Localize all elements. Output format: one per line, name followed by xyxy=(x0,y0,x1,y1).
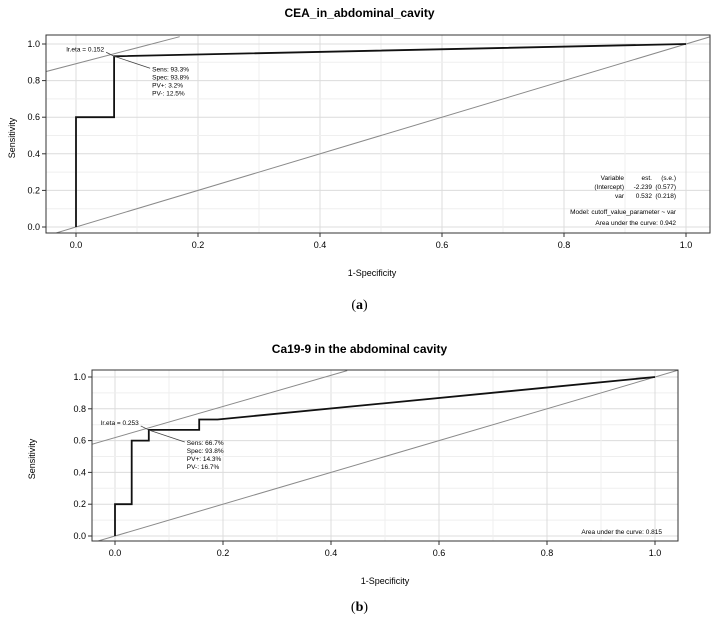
chart-b-auc-line: Area under the curve: 0.815 xyxy=(581,529,662,536)
chart-a-stat-3: PV-: 12.5% xyxy=(152,90,185,97)
chart-b-ytick-label: 0.2 xyxy=(73,499,86,509)
chart-a-tangent-line xyxy=(46,36,180,73)
chart-a: CEA_in_abdominal_cavity 0.0 0.2 0.4 0.6 0.8 1… xyxy=(7,6,711,313)
chart-a-plot-box xyxy=(45,34,711,234)
chart-a-xtick-label: 0.4 xyxy=(314,240,327,250)
chart-a-cutoff-leader xyxy=(105,51,115,57)
chart-b-stat-1: Spec: 93.8% xyxy=(187,448,224,455)
chart-a-stat-1: Spec: 93.8% xyxy=(152,74,189,81)
chart-a-xtick-label: 0.0 xyxy=(70,240,83,250)
chart-a-stats-leader xyxy=(113,55,151,69)
chart-b-stat-0: Sens: 66.7% xyxy=(187,440,224,447)
chart-a-title: CEA_in_abdominal_cavity xyxy=(284,6,435,20)
chart-a-xtick-label: 0.6 xyxy=(436,240,449,250)
chart-b-ytick-label: 0.0 xyxy=(73,531,86,541)
chart-b-cutoff-label: lr.eta = 0.253 xyxy=(101,420,139,427)
chart-a-caption: (a) xyxy=(351,298,368,313)
chart-b-diagonal-line xyxy=(96,370,678,541)
chart-a-ytick-label: 0.0 xyxy=(27,222,40,232)
chart-a-table-header: (s.e.) xyxy=(661,175,676,182)
chart-a-ylabel: Sensitivity xyxy=(7,117,17,159)
chart-a-xtick-label: 1.0 xyxy=(680,240,693,250)
chart-b-xtick-label: 0.4 xyxy=(325,548,338,558)
chart-a-table-cell: var xyxy=(615,193,625,200)
chart-b-stat-2: PV+: 14.3% xyxy=(187,456,222,463)
chart-b-roc-curve xyxy=(114,376,656,536)
chart-a-stat-0: Sens: 93.3% xyxy=(152,66,189,73)
chart-b-tangent-line xyxy=(92,370,348,445)
chart-b-ytick-label: 0.8 xyxy=(73,404,86,414)
chart-b-cutoff-leader xyxy=(140,425,149,431)
chart-a-diagonal-line xyxy=(54,36,710,233)
chart-b-caption: (b) xyxy=(350,600,369,615)
chart-b-ylabel: Sensitivity xyxy=(27,438,37,480)
chart-b: Ca19-9 in the abdominal cavity 0.0 0.2 0.4… xyxy=(0,320,719,625)
chart-b-xtick-label: 0.0 xyxy=(109,548,122,558)
chart-a-svg: 0.0 0.2 0.4 0.6 0.8 1.0 0.0 0.2 0.4 0.6 0.8 1.0 lr.e… xyxy=(27,34,711,250)
chart-a-table-cell: (0.577) xyxy=(655,184,676,191)
chart-b-stats-leader xyxy=(148,429,185,443)
chart-b-ytick-label: 1.0 xyxy=(73,372,86,382)
chart-b-ytick-label: 0.4 xyxy=(73,467,86,477)
chart-a-table-header: est. xyxy=(642,175,653,182)
chart-a-table-header: Variable xyxy=(601,175,625,182)
chart-a-table-cell: 0.532 xyxy=(636,193,653,200)
chart-a-ytick-label: 1.0 xyxy=(27,39,40,49)
chart-b-title: Ca19-9 in the abdominal cavity xyxy=(271,342,448,356)
chart-a-stat-2: PV+: 3.2% xyxy=(152,82,183,89)
chart-b-xtick-label: 0.8 xyxy=(541,548,554,558)
chart-a-ytick-label: 0.2 xyxy=(27,185,40,195)
chart-a-ytick-label: 0.8 xyxy=(27,76,40,86)
chart-b-xtick-label: 1.0 xyxy=(649,548,662,558)
chart-a-model-line: Model: cutoff_value_parameter ~ var xyxy=(570,209,677,216)
chart-b-stat-3: PV-: 16.7% xyxy=(187,464,220,471)
chart-b-plot-box xyxy=(91,369,679,542)
chart-a-table-cell: (0.218) xyxy=(655,193,676,200)
chart-a-ytick-label: 0.4 xyxy=(27,149,40,159)
chart-b-svg: 0.0 0.2 0.4 0.6 0.8 1.0 0.0 0.2 0.4 0.6 0.8 1.0 lr.e… xyxy=(73,369,679,558)
chart-b-caption-label: b xyxy=(355,600,364,615)
chart-a-auc-line: Area under the curve: 0.942 xyxy=(595,220,676,227)
chart-a-roc-curve xyxy=(75,43,687,227)
chart-a-plot-area xyxy=(46,36,710,233)
chart-a-xtick-label: 0.8 xyxy=(558,240,571,250)
chart-a-cutoff-label: lr.eta = 0.152 xyxy=(66,46,104,53)
chart-a-table-cell: (Intercept) xyxy=(594,184,624,191)
chart-b-plot-area xyxy=(92,370,678,541)
chart-a-xlabel: 1-Specificity xyxy=(347,268,397,278)
chart-a-xtick-label: 0.2 xyxy=(192,240,205,250)
chart-a-table-cell: -2.239 xyxy=(634,184,653,191)
chart-b-xtick-label: 0.6 xyxy=(433,548,446,558)
chart-a-caption-label: a xyxy=(356,298,363,313)
chart-a-ytick-label: 0.6 xyxy=(27,112,40,122)
chart-b-xlabel: 1-Specificity xyxy=(360,576,410,586)
chart-b-xtick-label: 0.2 xyxy=(217,548,230,558)
chart-b-ytick-label: 0.6 xyxy=(73,436,86,446)
